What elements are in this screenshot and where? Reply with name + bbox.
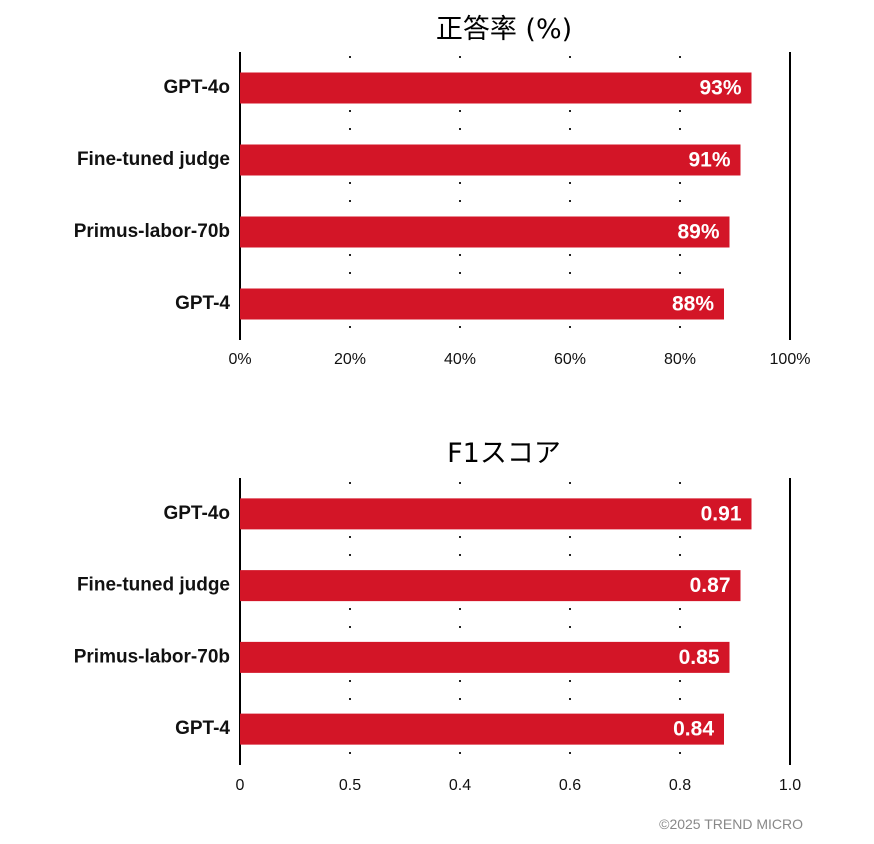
x-tick-label: 0% bbox=[228, 351, 251, 368]
bar bbox=[240, 641, 730, 673]
accuracy-chart: 正答率 (%) 0% 20% 40% 60% 80% 100% GPT-4o 93% Fine-… bbox=[74, 14, 811, 368]
x-tick-label: 80% bbox=[664, 351, 696, 368]
bar bbox=[240, 144, 741, 176]
bar bbox=[240, 713, 724, 745]
category-label: GPT-4 bbox=[175, 293, 230, 314]
value-label: 89% bbox=[677, 221, 719, 244]
x-tick-label: 40% bbox=[444, 351, 476, 368]
category-label: GPT-4 bbox=[175, 718, 230, 739]
category-label: Fine-tuned judge bbox=[77, 575, 230, 596]
bar bbox=[240, 498, 752, 530]
x-tick-label: 60% bbox=[554, 351, 586, 368]
x-tick-label: 1.0 bbox=[779, 777, 801, 794]
category-label: GPT-4o bbox=[163, 503, 230, 524]
x-tick-label: 100% bbox=[770, 351, 811, 368]
x-tick-label: 0.5 bbox=[339, 777, 361, 794]
x-tick-label: 0.4 bbox=[449, 777, 471, 794]
value-label: 88% bbox=[672, 293, 714, 316]
bar bbox=[240, 216, 730, 248]
chart-title: 正答率 (%) bbox=[436, 14, 572, 45]
f1-score-chart: F1スコア 0 0.5 0.4 0.6 0.8 1.0 GPT-4o 0.91 Fine-tun… bbox=[74, 438, 801, 794]
x-tick-label: 20% bbox=[334, 351, 366, 368]
value-label: 0.85 bbox=[679, 646, 720, 669]
value-label: 0.87 bbox=[690, 574, 731, 597]
copyright-credit: ©2025 TREND MICRO bbox=[659, 816, 803, 832]
value-label: 93% bbox=[699, 77, 741, 100]
category-label: GPT-4o bbox=[163, 77, 230, 98]
value-label: 0.84 bbox=[673, 718, 714, 741]
x-tick-label: 0 bbox=[236, 777, 245, 794]
x-tick-label: 0.6 bbox=[559, 777, 581, 794]
chart-title: F1スコア bbox=[447, 438, 561, 469]
bar bbox=[240, 288, 724, 320]
value-label: 91% bbox=[688, 149, 730, 172]
bar bbox=[240, 570, 741, 602]
bar bbox=[240, 72, 752, 104]
category-label: Primus-labor-70b bbox=[74, 646, 230, 667]
value-label: 0.91 bbox=[701, 502, 742, 525]
x-tick-label: 0.8 bbox=[669, 777, 691, 794]
category-label: Primus-labor-70b bbox=[74, 221, 230, 242]
category-label: Fine-tuned judge bbox=[77, 149, 230, 170]
